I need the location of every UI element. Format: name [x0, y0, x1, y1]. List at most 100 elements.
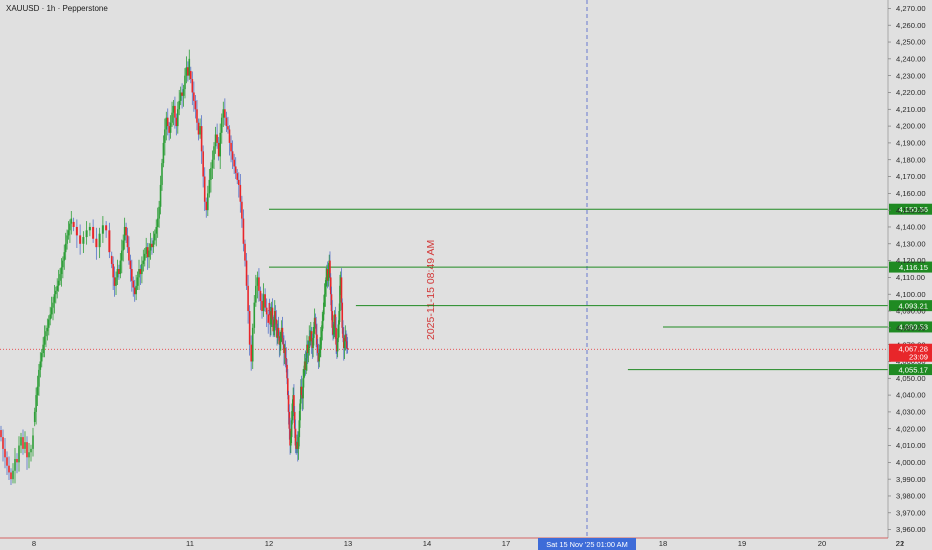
candle-body [244, 243, 246, 261]
candle-body [298, 420, 301, 438]
y-tick-label: 4,250.00 [896, 38, 926, 47]
y-tick-label: 4,150.00 [896, 206, 926, 215]
candle-body [145, 247, 147, 254]
candle-body [47, 319, 50, 328]
candle-body [237, 179, 240, 185]
y-tick-label: 4,090.00 [896, 307, 926, 316]
crosshair-time-label-bg [538, 538, 636, 550]
candle-body [63, 252, 66, 261]
candle-body [39, 361, 42, 370]
candle-body [331, 311, 334, 328]
candle-body [315, 324, 317, 335]
candle-body [286, 364, 288, 379]
candle-body [275, 319, 278, 328]
candle-body [293, 395, 295, 412]
x-tick-label: 13 [344, 539, 352, 548]
candle-body [316, 344, 319, 354]
candle-body [278, 336, 281, 345]
level-label: 4,093.21 [898, 301, 928, 310]
candle-body [337, 324, 340, 338]
candle-body [234, 166, 237, 174]
candle-body [323, 302, 325, 315]
candle-body [265, 307, 268, 315]
candle-body [64, 243, 67, 253]
level-label-bg [889, 261, 932, 273]
candle-body [196, 109, 198, 123]
y-axis[interactable]: 4,270.00 4,260.00 4,250.00 4,240.00 4,230.00… [888, 4, 926, 534]
candle-body [12, 470, 14, 480]
candle-body [233, 159, 235, 167]
candle-body [151, 243, 153, 248]
candle-body [125, 226, 127, 236]
level-label: 4,150.56 [898, 205, 928, 214]
candle-body [55, 290, 57, 295]
candle-body [334, 314, 337, 328]
candle-body [139, 269, 142, 275]
candle-body [341, 302, 344, 328]
candle-body [211, 159, 214, 169]
candle-body [270, 317, 272, 325]
candle-body [14, 458, 16, 471]
y-tick-label: 3,970.00 [896, 508, 926, 517]
candle-body [62, 260, 64, 268]
candle-body [32, 435, 34, 449]
candle-body [336, 337, 339, 352]
candle-body [314, 317, 317, 325]
candle-body [46, 327, 49, 332]
candle-body [277, 327, 280, 337]
candle-body [92, 226, 95, 239]
candle-body [118, 269, 120, 275]
y-tick-label: 4,050.00 [896, 374, 926, 383]
level-label-bg [889, 321, 932, 333]
y-tick-label: 4,080.00 [896, 323, 926, 332]
candle-body [43, 336, 46, 345]
candle-body [294, 428, 297, 446]
candle-body [28, 452, 30, 458]
candle-body [261, 300, 263, 312]
y-tick-label: 4,180.00 [896, 155, 926, 164]
candle-body [159, 184, 162, 207]
candle-body [174, 105, 176, 118]
candle-body [149, 243, 152, 251]
candle-body [302, 378, 304, 399]
candle-body [241, 201, 243, 219]
candle-body [79, 235, 82, 244]
y-tick-label: 4,240.00 [896, 54, 926, 63]
current-price-label-bg [889, 343, 932, 362]
candle-body [56, 285, 59, 291]
candles-layer [0, 49, 349, 486]
candle-body [168, 126, 170, 133]
candle-body [156, 218, 159, 227]
x-tick-label: 18 [659, 539, 667, 548]
y-tick-label: 4,020.00 [896, 424, 926, 433]
candle-body [112, 263, 114, 278]
candle-body [293, 411, 296, 429]
candle-body [146, 247, 149, 258]
candle-body [187, 67, 189, 76]
candle-body [38, 369, 40, 387]
candle-body [197, 122, 200, 135]
candle-body [176, 109, 179, 127]
y-tick-label: 4,140.00 [896, 223, 926, 232]
candle-body [228, 129, 231, 143]
candle-body [67, 230, 70, 236]
candle-body [303, 369, 305, 379]
candle-body [116, 269, 119, 278]
candle-body [4, 448, 6, 458]
candle-body [59, 274, 61, 281]
candle-body [285, 358, 288, 365]
candle-body [142, 260, 145, 264]
candle-body [255, 285, 257, 303]
candle-body [297, 437, 300, 449]
candle-body [290, 437, 292, 446]
candle-body [262, 294, 265, 312]
candle-body [318, 353, 321, 362]
candle-body [138, 269, 140, 278]
candle-body [108, 230, 111, 253]
candle-body [205, 201, 208, 211]
candle-body [148, 250, 150, 258]
candle-body [340, 277, 343, 303]
candle-body [8, 465, 10, 473]
